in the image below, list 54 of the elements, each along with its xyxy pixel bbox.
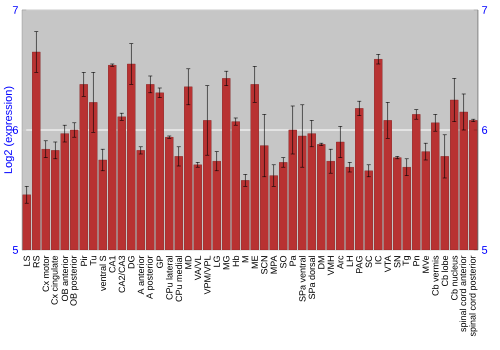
y-axis-title: Log2 (expression) — [4, 86, 14, 174]
x-tick-label: LH — [346, 256, 353, 266]
x-tick-label: VA/VL — [194, 256, 202, 280]
x-tick-label: CA1 — [109, 256, 116, 273]
x-tick-label: Cb lobe — [441, 256, 448, 286]
x-tick-label: SO — [280, 256, 286, 268]
x-tick-label: Hb — [232, 256, 240, 266]
x-tick-label: M — [242, 256, 248, 262]
x-tick-label: VPM/VPL — [204, 256, 211, 294]
x-tick-label: Pa — [290, 255, 296, 266]
x-tick-label: Cx motor — [42, 256, 49, 292]
x-tick-label: OB anterior — [61, 256, 68, 302]
x-tick-label: MD — [185, 256, 192, 269]
x-tick-label: MVe — [422, 256, 429, 273]
x-tick-label: MPA — [270, 255, 277, 274]
x-tick-label: A anterior — [137, 256, 144, 294]
y-tick-label: 5 — [12, 246, 18, 254]
x-tick-label: Cb vermis — [432, 256, 439, 296]
x-tick-label: SC — [366, 256, 372, 268]
x-tick-label: Pn — [413, 256, 420, 266]
y2-tick-label: 5 — [482, 246, 488, 254]
x-tick-label: SN — [394, 256, 400, 268]
x-tick-label: SPa dorsal — [308, 256, 316, 300]
y2-tick-label: 6 — [482, 126, 488, 134]
x-tick-label: GP — [156, 256, 163, 268]
x-tick-label: OB posterior — [70, 256, 78, 306]
x-tick-label: Cx cingulate — [51, 256, 60, 305]
x-tick-label: spinal cord anterior — [460, 256, 468, 332]
y2-tick-label: 7 — [482, 6, 488, 14]
x-tick-label: DG — [128, 256, 134, 268]
x-tick-label: ventral S — [99, 256, 106, 291]
x-tick-label: MG — [223, 256, 230, 270]
x-tick-label: Pir — [80, 256, 88, 266]
x-tick-label: RS — [33, 256, 40, 268]
x-tick-label: PAG — [356, 256, 362, 274]
x-tick-label: spinal cord posterior — [469, 256, 478, 336]
x-tick-label: SCN — [261, 256, 268, 274]
x-tick-label: LS — [24, 256, 30, 266]
x-tick-label: VTA — [384, 255, 391, 272]
y-tick-label: 7 — [12, 6, 18, 14]
x-tick-label: IC — [375, 256, 382, 264]
x-tick-label: SPa ventral — [298, 256, 306, 302]
x-tick-label: Tg — [402, 256, 411, 266]
x-tick-label: VMH — [328, 256, 334, 276]
x-tick-label: CPu medial — [175, 256, 182, 302]
x-tick-label: ME — [252, 256, 258, 268]
x-tick-label: A posterior — [146, 256, 154, 299]
x-tick-label: LG — [214, 256, 220, 267]
x-tick-label: DM — [318, 256, 324, 269]
x-tick-label: CA2/CA3 — [118, 256, 126, 293]
x-tick-label: CPu lateral — [166, 256, 173, 300]
x-tick-label: Cb nucleus — [450, 256, 458, 300]
x-tick-label: Tu — [90, 256, 96, 266]
x-tick-label: Arc — [337, 256, 344, 269]
